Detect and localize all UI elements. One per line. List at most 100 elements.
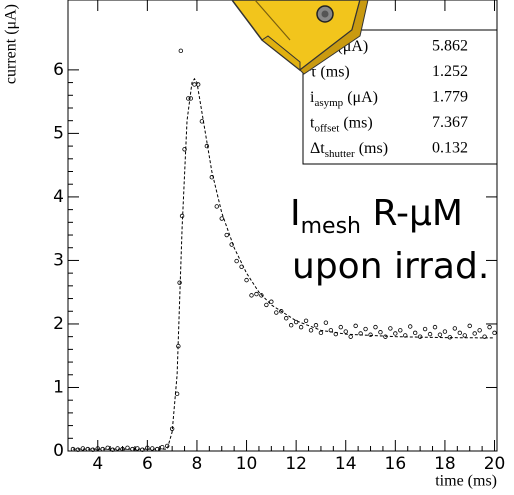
stats-unit: (μA) [343,89,378,106]
data-point [427,331,433,337]
data-point [457,330,463,336]
data-point [408,324,413,329]
data-point [224,232,229,238]
data-point [135,446,140,451]
y-tick-label: 1 [53,377,64,397]
data-point [472,331,477,336]
x-axis-label: time (ms) [435,473,497,490]
data-point [179,213,185,219]
data-point [313,323,319,328]
data-point [259,293,264,298]
stats-label: τ (ms) [310,63,350,80]
y-tick-label: 0 [53,441,64,461]
data-point [323,320,329,325]
annotation-rest: R-μM [361,193,463,234]
stats-name: t [310,114,315,131]
y-tick-label: 3 [53,250,64,270]
data-point [214,204,219,209]
data-point [234,258,239,264]
data-point [204,143,210,149]
data-point [249,293,254,298]
data-point [244,277,249,283]
x-tick-label: 6 [142,454,153,474]
data-point [378,330,383,335]
x-tick-label: 16 [385,454,407,474]
data-point [279,309,284,314]
x-tick-label: 20 [484,454,506,474]
annotation: Imesh R-μM [290,193,463,239]
data-point [95,446,100,451]
data-point [462,333,467,338]
data-point [492,330,497,336]
data-point [195,82,201,87]
stats-name: τ (ms) [310,63,350,80]
data-point [298,324,304,330]
stats-label: Δtshutter (ms) [310,140,388,160]
data-point [150,446,155,451]
data-point [368,332,373,337]
device-image [231,0,369,75]
data-point [140,447,145,452]
data-point [90,447,95,452]
x-tick-label: 18 [434,454,456,474]
device-face [261,35,301,72]
data-point [145,445,150,451]
device-knob-inner [321,10,329,18]
data-point [432,324,438,330]
y-tick-label: 4 [53,187,64,207]
stats-sub: offset [314,122,339,134]
data-point [188,96,193,101]
x-tick-label: 4 [92,454,103,474]
data-point [318,330,324,336]
data-point [293,319,299,325]
data-point [373,324,378,330]
data-point [452,326,458,331]
annotation-main: I [290,193,301,234]
y-axis-label: current (μA) [3,4,20,84]
data-point [192,82,197,87]
data-point [467,323,472,329]
data-point [393,331,398,336]
data-point [178,48,184,54]
stats-value: 0.132 [432,140,468,157]
data-point [75,447,81,452]
data-point [269,299,274,304]
data-point [422,326,428,332]
data-point [288,323,294,328]
y-tick-label: 5 [53,123,64,143]
stats-name: Δt [310,140,325,157]
stats-value: 5.862 [432,38,468,55]
data-point [398,328,403,333]
data-point [182,147,187,152]
data-point [412,330,418,336]
data-point [284,316,289,321]
stats-label: toffset (ms) [310,114,373,134]
device-edge [254,0,291,41]
data-point [80,446,86,451]
stats-unit: (ms) [339,114,372,131]
data-point [442,329,448,334]
stats-unit: (ms) [355,140,388,157]
annotation: upon irrad. [292,246,489,287]
x-tick-label: 14 [335,454,357,474]
stats-label: iasymp (μA) [310,89,378,109]
stats-value: 7.367 [432,114,468,131]
data-point [264,302,269,308]
x-tick-label: 8 [192,454,203,474]
stats-name: i [310,89,315,106]
annotation-sub: mesh [301,214,361,239]
y-tick-label: 2 [53,314,64,334]
x-tick-label: 12 [285,454,307,474]
data-point [477,328,482,333]
frame [67,0,498,452]
data-point [388,326,393,331]
data-point [110,447,115,452]
data-point [308,328,314,333]
data-point [338,324,343,330]
data-point [343,329,348,334]
stats-value: 1.252 [432,63,468,80]
fit-line [72,77,495,450]
data-point [363,326,368,332]
y-tick-label: 6 [53,60,64,80]
data-point [437,332,443,337]
